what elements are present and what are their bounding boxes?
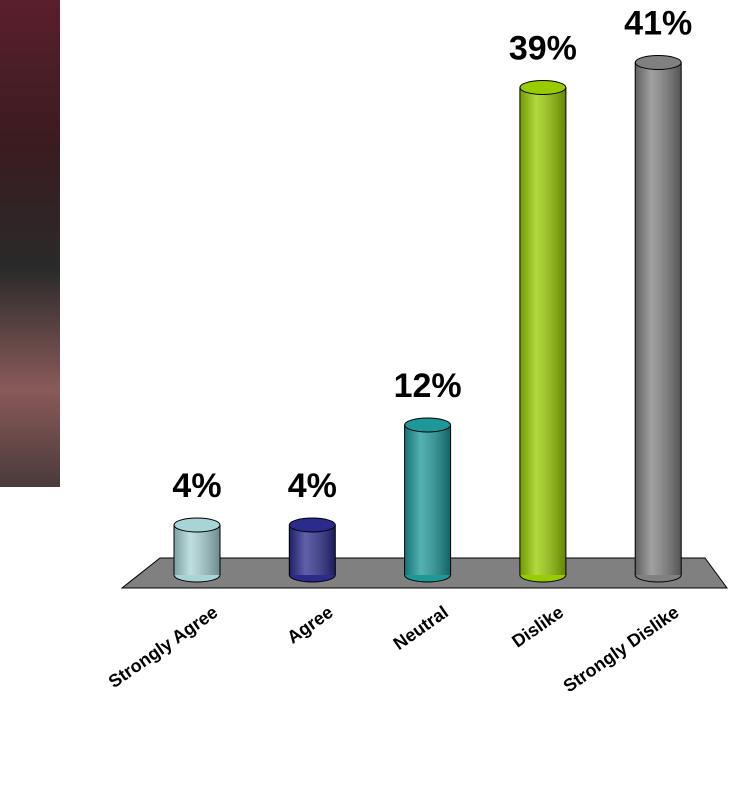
bar-shade [174, 525, 220, 575]
category-label: Neutral [390, 602, 452, 654]
bar-shade [635, 62, 682, 575]
category-label: Agree [283, 602, 336, 648]
value-label: 4% [172, 467, 221, 505]
bar-top [519, 80, 567, 95]
bar-shade [404, 425, 451, 575]
bar-top [288, 517, 336, 533]
value-label: 41% [624, 5, 692, 43]
value-label: 12% [394, 367, 462, 405]
bar-top [404, 417, 452, 433]
photo [0, 0, 60, 487]
category-label: Strongly Agree [105, 602, 222, 692]
value-label: 39% [509, 30, 577, 68]
bar-top [173, 517, 221, 533]
category-label: Strongly Dislike [560, 602, 683, 696]
category-label: Dislike [508, 602, 567, 652]
bar-top [634, 55, 682, 70]
bar-shade [289, 525, 336, 575]
value-label: 4% [288, 467, 337, 505]
bar-shade [519, 87, 566, 575]
